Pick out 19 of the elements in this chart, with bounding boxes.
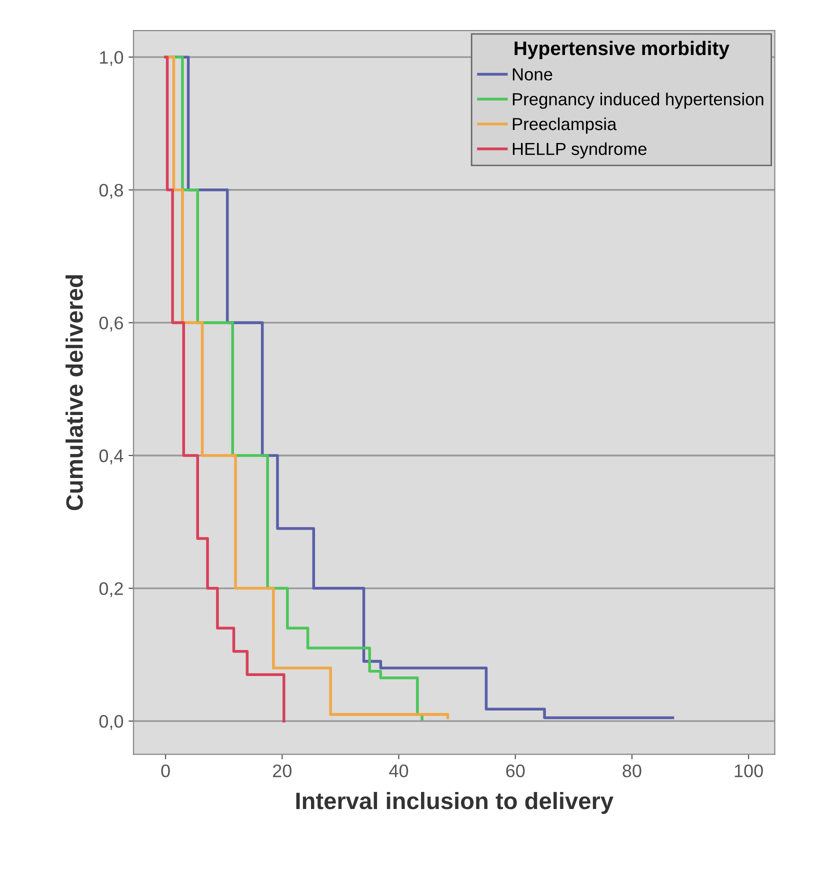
- y-tick-label: 0,2: [99, 582, 123, 598]
- legend-label: Pregnancy induced hypertension: [512, 92, 764, 109]
- y-tick-label: 1,0: [100, 51, 124, 66]
- x-tick-label: 20: [273, 764, 292, 778]
- legend-label: Preeclampsia: [512, 117, 617, 134]
- x-tick-label: 100: [734, 764, 763, 778]
- y-tick-label: 0,0: [99, 715, 124, 730]
- legend-title: Hypertensive morbidity: [514, 40, 730, 60]
- x-tick-label: 40: [389, 764, 408, 778]
- y-tick-label: 0,6: [99, 316, 123, 332]
- x-tick-label: 80: [622, 764, 642, 778]
- x-tick-label: 60: [506, 764, 525, 778]
- legend-label: None: [512, 68, 552, 80]
- y-axis-title: Cumulative delivered: [66, 275, 83, 510]
- y-tick-label: 0,8: [99, 184, 123, 199]
- legend-label: HELLP syndrome: [512, 142, 646, 159]
- y-tick-label: 0,4: [99, 449, 124, 464]
- x-axis-title: Interval inclusion to delivery: [296, 792, 614, 814]
- x-tick-label: 0: [161, 764, 170, 778]
